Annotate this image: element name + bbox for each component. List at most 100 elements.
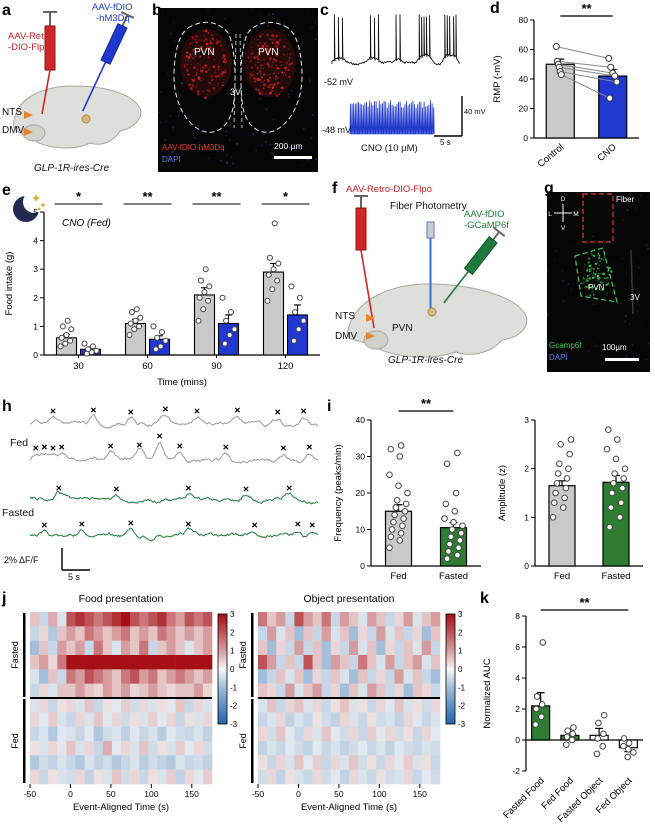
panel-g: g D V L M Fiber PVN 3V Gcamp6f DAPI 100µm bbox=[542, 180, 655, 395]
svg-text:0: 0 bbox=[458, 665, 463, 674]
svg-text:Fasted Food: Fasted Food bbox=[501, 775, 546, 820]
svg-text:0: 0 bbox=[523, 133, 528, 143]
svg-text:90: 90 bbox=[211, 361, 222, 372]
stain-dapi-label: DAPI bbox=[162, 155, 181, 164]
svg-text:*: * bbox=[283, 189, 289, 204]
auc-bar-chart: 8 6 4 2 0 -2 Normalized AUC Fasted Food Fed Food… bbox=[478, 590, 655, 839]
ephys-traces bbox=[320, 0, 488, 178]
brain-schematic-f bbox=[346, 195, 528, 358]
svg-text:0: 0 bbox=[360, 561, 365, 571]
svg-text:-2: -2 bbox=[458, 702, 466, 711]
svg-text:150: 150 bbox=[413, 789, 427, 799]
nts-arrow-icon bbox=[24, 111, 33, 119]
panel-b: b PVN PVN 3V AAV-fDIO-hM3Dq DAPI 200 µm bbox=[152, 0, 320, 178]
virus-red-label: AAV-Retro-DIO-Flpo bbox=[346, 184, 432, 195]
svg-text:0: 0 bbox=[515, 735, 520, 745]
virus-green-label-1: AAV-fDIO bbox=[464, 209, 505, 220]
svg-text:-1: -1 bbox=[458, 683, 466, 692]
virus-blue-label-2: -hM3Dq bbox=[96, 13, 130, 24]
time-scale-label: 5 s bbox=[440, 138, 451, 147]
panel-d: d 0 20 40 60 80 RMP (-mV) Control CNO ** bbox=[488, 0, 655, 190]
blue-syringe-group bbox=[82, 11, 135, 112]
dmv-arrow-icon bbox=[366, 332, 375, 340]
scalebar-label: 100µm bbox=[602, 343, 627, 352]
svg-text:20: 20 bbox=[356, 488, 366, 498]
third-ventricle-label: 3V bbox=[630, 293, 640, 302]
svg-text:RMP (-mV): RMP (-mV) bbox=[492, 55, 503, 102]
svg-text:0: 0 bbox=[68, 789, 73, 799]
svg-text:40: 40 bbox=[519, 74, 529, 84]
pvn-label: PVN bbox=[588, 283, 605, 292]
svg-text:80: 80 bbox=[519, 15, 529, 25]
svg-text:-2: -2 bbox=[512, 766, 520, 776]
svg-text:Control: Control bbox=[536, 142, 567, 170]
svg-text:V: V bbox=[561, 225, 566, 232]
svg-text:-1: -1 bbox=[230, 683, 238, 692]
svg-text:Event-Aligned Time (s): Event-Aligned Time (s) bbox=[301, 802, 397, 813]
pvn-label: PVN bbox=[392, 323, 413, 334]
svg-text:Fed: Fed bbox=[10, 733, 20, 749]
nts-arrow-icon bbox=[366, 314, 375, 322]
svg-text:60: 60 bbox=[519, 45, 529, 55]
panel-c: c -52 mV -48 mV CNO (10 µM) 40 mV 5 s bbox=[320, 0, 488, 178]
scalebar-label: 200 µm bbox=[274, 141, 303, 151]
fiber-label: Fiber bbox=[616, 195, 635, 204]
nts-label: NTS bbox=[335, 311, 355, 322]
svg-text:4: 4 bbox=[515, 673, 520, 683]
svg-text:*: * bbox=[76, 189, 82, 204]
cno-annotation: CNO (10 µM) bbox=[361, 143, 418, 154]
svg-text:Fed: Fed bbox=[238, 733, 248, 749]
panel-h: h Fed Fasted 2% ΔF/F 5 s bbox=[0, 398, 325, 590]
svg-text:Amplitude (z): Amplitude (z) bbox=[497, 465, 508, 521]
pvn-target bbox=[81, 114, 91, 124]
svg-text:**: ** bbox=[581, 1, 592, 16]
svg-text:100: 100 bbox=[144, 789, 158, 799]
svg-text:3: 3 bbox=[33, 264, 38, 274]
green-syringe-group bbox=[443, 226, 506, 304]
fiber-photometry-label: Fiber Photometry bbox=[390, 201, 467, 212]
svg-text:Normalized AUC: Normalized AUC bbox=[482, 658, 493, 728]
panel-f: f AAV-Retro-DIO-Flpo Fiber Photometry AA… bbox=[330, 180, 542, 395]
virus-red-label-1: AAV-Retro bbox=[8, 31, 53, 42]
svg-text:3: 3 bbox=[458, 610, 463, 619]
svg-text:30: 30 bbox=[356, 452, 366, 462]
svg-text:Fed: Fed bbox=[390, 571, 406, 582]
svg-text:1: 1 bbox=[524, 512, 529, 522]
svg-text:Food presentation: Food presentation bbox=[79, 593, 164, 605]
svg-text:120: 120 bbox=[278, 361, 294, 372]
trace2-baseline-label: -48 mV bbox=[322, 125, 352, 135]
brain-schematic-a bbox=[12, 11, 142, 149]
svg-text:10: 10 bbox=[356, 525, 366, 535]
third-ventricle-label: 3V bbox=[230, 87, 242, 97]
dmv-label: DMV bbox=[2, 125, 25, 136]
panel-letter: j bbox=[2, 590, 7, 607]
food-intake-chart: 0 1 2 3 4 5 Food intake (g) CNO (Fed) 30 * 60 ** 90 *… bbox=[0, 182, 330, 397]
svg-text:Food intake (g): Food intake (g) bbox=[4, 252, 15, 316]
panel-letter: i bbox=[327, 398, 332, 415]
svg-text:40: 40 bbox=[356, 415, 366, 425]
fiber-ferrule bbox=[426, 221, 435, 239]
svg-text:**: ** bbox=[211, 189, 222, 204]
svg-text:3: 3 bbox=[230, 610, 235, 619]
panel-letter: c bbox=[320, 2, 329, 19]
panel-j: j Fasted Fed -50 0 50 100 150 Event-Aligned Tim… bbox=[0, 590, 478, 839]
svg-text:-3: -3 bbox=[458, 720, 466, 729]
stain-gcamp-label: Gcamp6f bbox=[549, 341, 582, 350]
svg-text:Event-Aligned Time (s): Event-Aligned Time (s) bbox=[73, 802, 169, 813]
panel-letter: e bbox=[2, 182, 11, 199]
svg-text:2: 2 bbox=[515, 704, 520, 714]
stain-red-label: AAV-fDIO-hM3Dq bbox=[162, 143, 225, 152]
object-heatmap: Fasted Fed -50 0 50 100 150 Event-Aligned Time … bbox=[228, 590, 478, 839]
svg-text:-50: -50 bbox=[24, 789, 37, 799]
svg-text:**: ** bbox=[142, 189, 153, 204]
svg-text:Fasted: Fasted bbox=[439, 571, 468, 582]
svg-text:2: 2 bbox=[230, 628, 235, 637]
panel-letter: h bbox=[2, 398, 12, 415]
panel-letter: g bbox=[544, 180, 554, 197]
virus-blue-label-1: AAV-fDIO bbox=[92, 2, 133, 13]
svg-text:Fed: Fed bbox=[554, 571, 570, 582]
svg-text:1: 1 bbox=[33, 321, 38, 331]
photometry-traces bbox=[0, 398, 325, 590]
svg-text:2: 2 bbox=[458, 628, 463, 637]
